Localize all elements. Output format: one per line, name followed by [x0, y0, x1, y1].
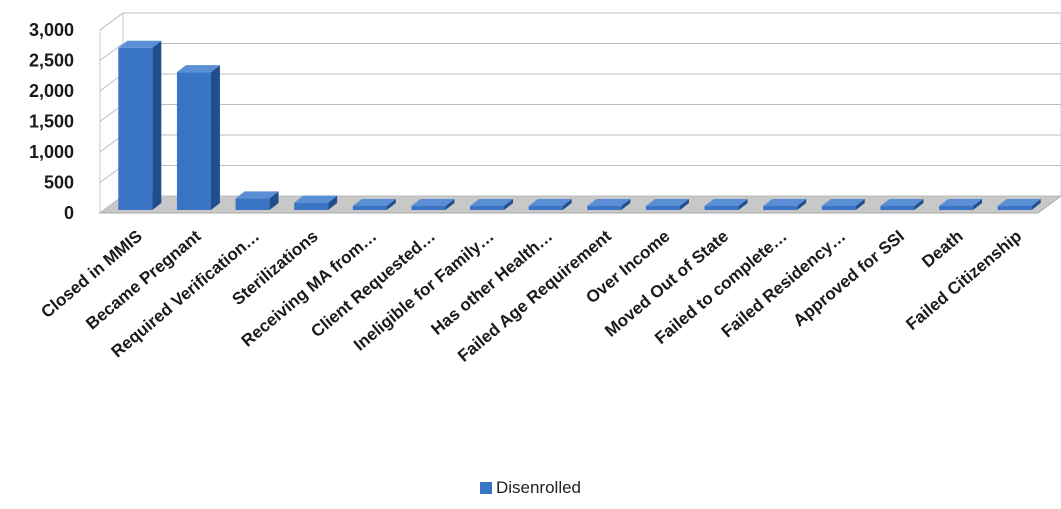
bar-top — [352, 199, 396, 206]
bar-front — [235, 198, 270, 210]
legend-swatch — [479, 482, 492, 494]
bar-top — [294, 195, 338, 203]
x-tick-label: Death — [918, 227, 966, 272]
bar-top — [645, 199, 689, 206]
legend-label: Disenrolled — [495, 478, 582, 497]
bar-side — [210, 65, 220, 210]
bar — [235, 191, 279, 210]
bar-side — [738, 199, 748, 210]
bar — [821, 199, 865, 210]
bar-front — [997, 206, 1032, 210]
bar-side — [621, 199, 631, 210]
bar-side — [914, 199, 924, 210]
bar-side — [152, 40, 162, 210]
y-tick-label: 3,000 — [29, 20, 74, 40]
bar — [880, 199, 924, 210]
bar-front — [411, 206, 446, 210]
bar-side — [445, 199, 455, 210]
bar-side — [679, 199, 689, 210]
bar — [528, 199, 572, 210]
bar-front — [528, 206, 563, 210]
bar — [645, 199, 689, 210]
y-tick-label: 1,500 — [29, 112, 74, 132]
bar-top — [587, 199, 631, 206]
bar-top — [763, 199, 807, 206]
y-tick-label: 1,000 — [29, 142, 74, 162]
bar-side — [1031, 199, 1041, 210]
y-tick-label: 0 — [64, 203, 74, 223]
bar-top — [704, 199, 748, 206]
bar-front — [645, 206, 680, 210]
bar-top — [939, 199, 983, 206]
bar-side — [855, 199, 865, 210]
bar — [176, 65, 220, 210]
bar-side — [797, 199, 807, 210]
y-tick-label: 2,000 — [29, 81, 74, 101]
bar-side — [386, 199, 396, 210]
bar-top — [821, 199, 865, 206]
bar-top — [880, 199, 924, 206]
bar — [470, 199, 514, 210]
bar-top — [528, 199, 572, 206]
bar-side — [562, 199, 572, 210]
bar-top — [470, 199, 514, 206]
y-tick-label: 500 — [44, 173, 74, 193]
bar-front — [118, 47, 153, 210]
bar-top — [235, 191, 279, 199]
y-axis-ticks: 0 500 1,000 1,500 2,000 2,500 3,000 — [29, 20, 74, 223]
bar-side — [328, 195, 338, 210]
legend: Disenrolled — [0, 478, 1061, 498]
bar-front — [470, 206, 505, 210]
bar-front — [704, 206, 739, 210]
bars — [118, 40, 1041, 210]
bar — [587, 199, 631, 210]
bar-top — [997, 199, 1041, 206]
x-tick-label: Approved for SSI — [789, 227, 908, 331]
bar-front — [821, 206, 856, 210]
bar — [118, 40, 162, 210]
bar-side — [973, 199, 983, 210]
bar-side — [269, 191, 279, 210]
gridline — [99, 12, 1061, 31]
y-tick-label: 2,500 — [29, 51, 74, 71]
bar-front — [176, 72, 211, 210]
bar-front — [587, 206, 622, 210]
bar — [997, 199, 1041, 210]
bar-front — [294, 202, 329, 210]
bar — [294, 195, 338, 210]
gridline — [99, 43, 1061, 61]
bar-top — [118, 40, 162, 48]
bar-front — [880, 206, 915, 210]
bar — [939, 199, 983, 210]
bar-front — [352, 206, 387, 210]
bar — [704, 199, 748, 210]
bar-top — [411, 199, 455, 206]
bar — [763, 199, 807, 210]
bar-side — [504, 199, 514, 210]
bar — [352, 199, 396, 210]
x-tick-label: Closed in MMIS — [37, 227, 145, 322]
bar-front — [939, 206, 974, 210]
bar-top — [176, 65, 220, 73]
bar-front — [763, 206, 798, 210]
bar — [411, 199, 455, 210]
